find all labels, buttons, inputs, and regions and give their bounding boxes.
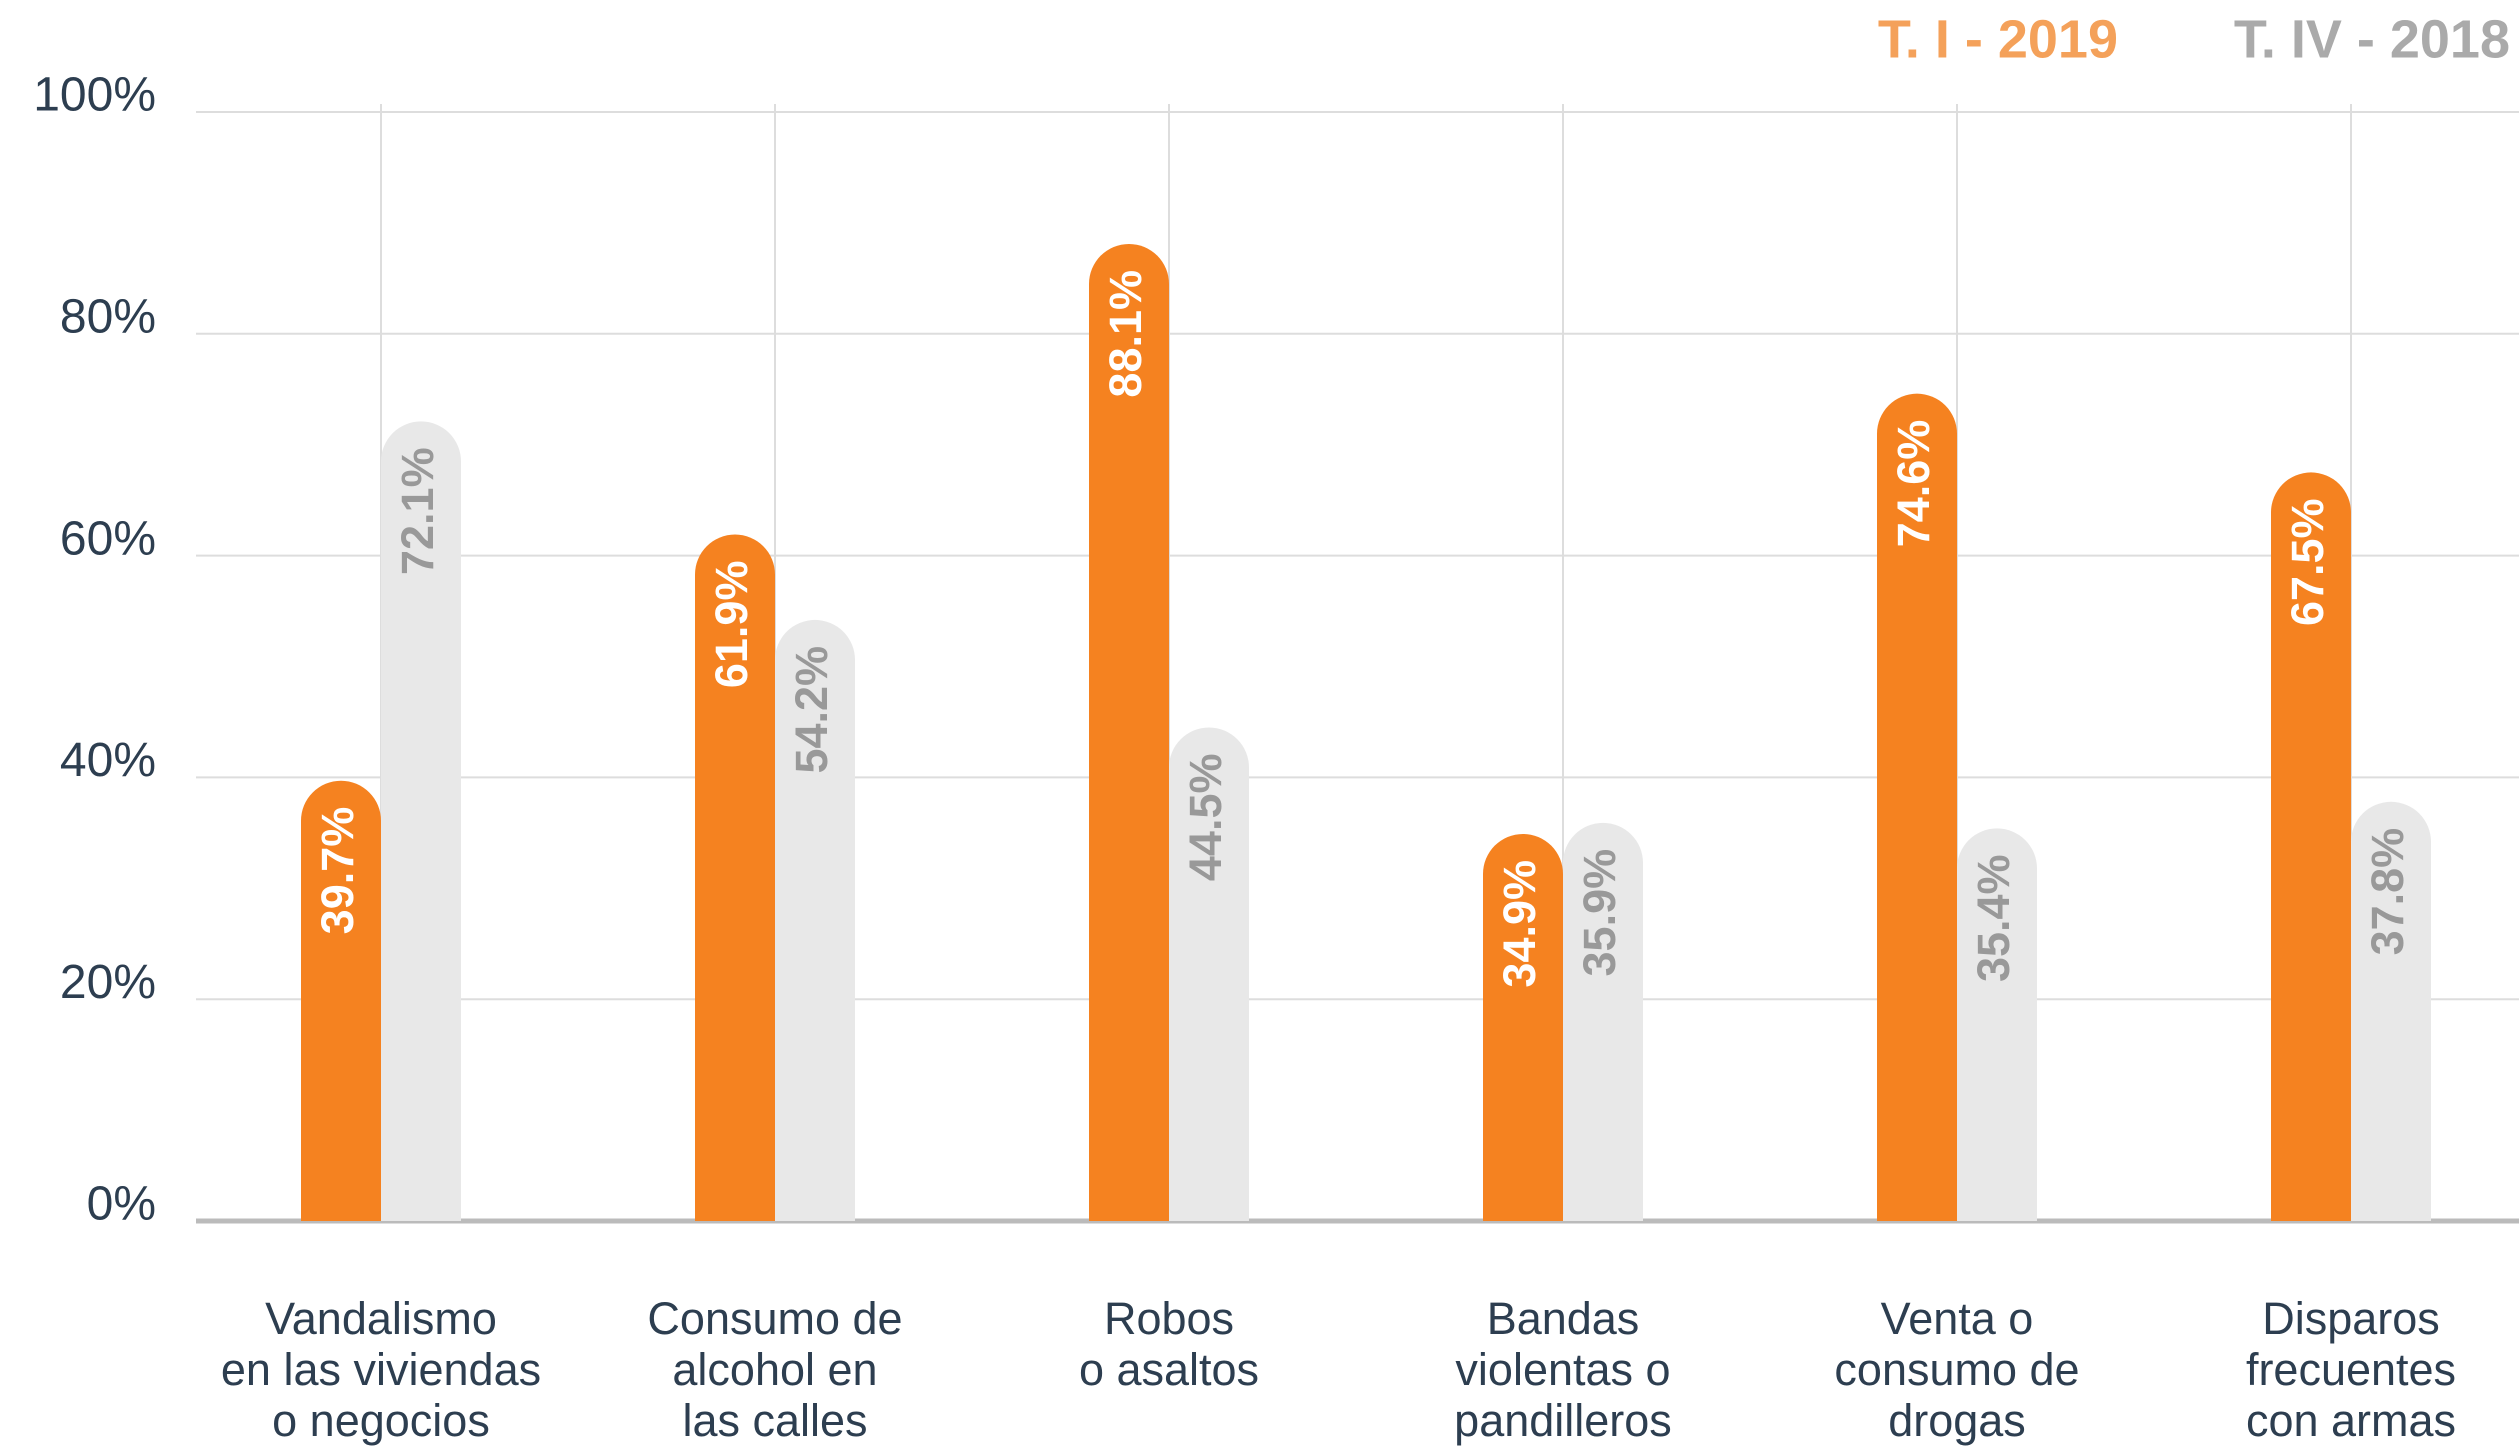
bar [1877, 393, 1957, 1221]
x-tick-label: las calles [682, 1395, 867, 1446]
x-tick-label: Robos [1104, 1293, 1234, 1344]
x-tick-label: alcohol en [672, 1344, 877, 1395]
x-tick-label: Consumo de [647, 1293, 902, 1344]
x-tick-label: Bandas [1487, 1293, 1640, 1344]
value-label: 44.5% [1180, 753, 1231, 881]
y-tick-label: 20% [60, 956, 156, 1009]
y-tick-label: 80% [60, 290, 156, 343]
y-tick-label: 40% [60, 734, 156, 787]
y-tick-label: 100% [33, 69, 156, 122]
x-tick-label: o asaltos [1079, 1344, 1259, 1395]
y-tick-label: 0% [87, 1178, 156, 1231]
value-label: 35.9% [1574, 849, 1625, 977]
bar [1563, 822, 1643, 1221]
bar [695, 534, 775, 1221]
x-tick-label: con armas [2246, 1395, 2456, 1446]
value-label: 72.1% [392, 447, 443, 575]
legend-label: T. IV - 2018 [2234, 9, 2510, 69]
bar [1169, 727, 1249, 1221]
bar [775, 619, 855, 1221]
value-label: 67.5% [2282, 498, 2333, 626]
x-tick-label: Disparos [2262, 1293, 2440, 1344]
bar [2351, 801, 2431, 1221]
x-tick-label: en las viviendas [221, 1344, 541, 1395]
bar [1957, 828, 2037, 1221]
y-tick-label: 60% [60, 512, 156, 565]
x-tick-label: pandilleros [1454, 1395, 1672, 1446]
value-label: 34.9% [1494, 860, 1545, 988]
x-tick-label: consumo de [1834, 1344, 2079, 1395]
x-tick-label: violentas o [1455, 1344, 1670, 1395]
x-tick-label: frecuentes [2246, 1344, 2456, 1395]
x-tick-label: Vandalismo [265, 1293, 497, 1344]
bar [1483, 833, 1563, 1221]
bar [301, 780, 381, 1221]
value-label: 61.9% [706, 561, 757, 689]
value-label: 35.4% [1968, 854, 2019, 982]
x-tick-label: Venta o [1881, 1293, 2034, 1344]
x-tick-label: o negocios [272, 1395, 490, 1446]
bar [1089, 243, 1169, 1221]
bar [2271, 472, 2351, 1221]
value-label: 39.7% [312, 807, 363, 935]
value-label: 88.1% [1100, 270, 1151, 398]
value-label: 37.8% [2362, 828, 2413, 956]
value-label: 74.6% [1888, 420, 1939, 548]
legend-label: T. I - 2019 [1878, 9, 2118, 69]
bar [381, 421, 461, 1221]
value-label: 54.2% [786, 646, 837, 774]
x-tick-label: drogas [1888, 1395, 2026, 1446]
